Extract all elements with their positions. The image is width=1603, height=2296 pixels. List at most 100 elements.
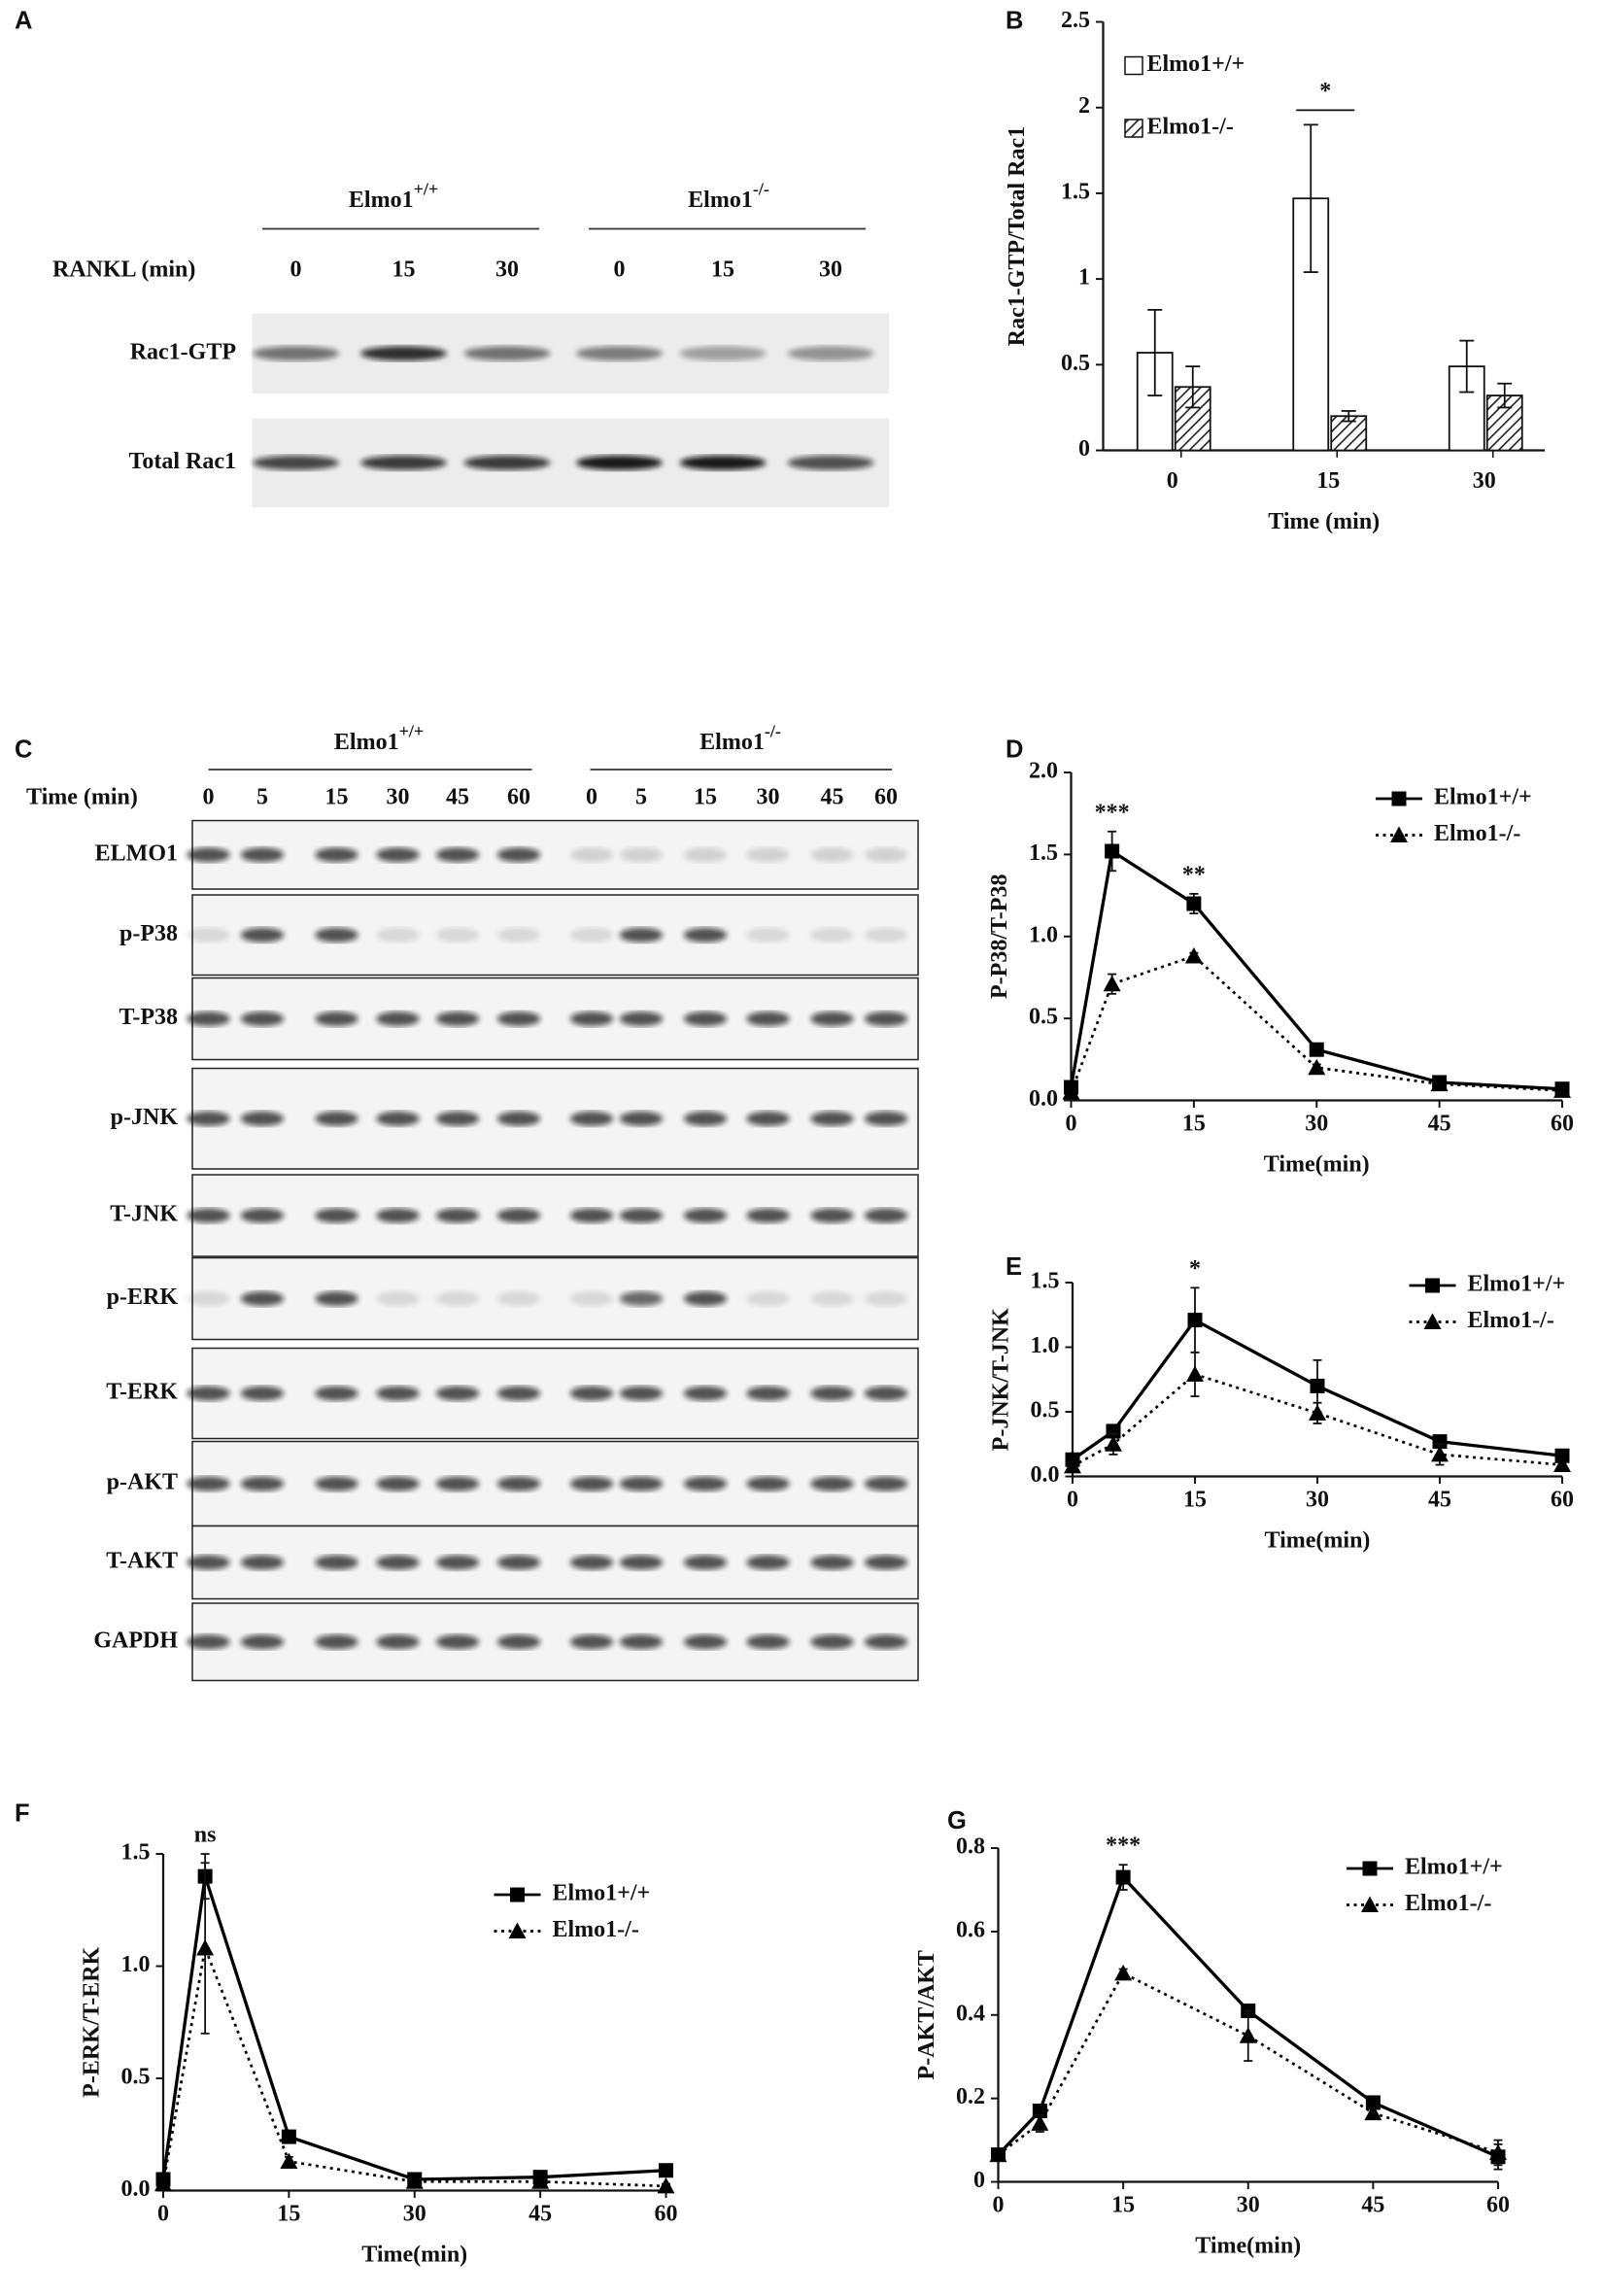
error-bar [1185,365,1201,409]
lane-label: 0 [203,785,215,810]
band [864,1011,908,1027]
row-label: p-JNK [111,1105,179,1130]
blot-box [191,977,919,1061]
marker-triangle [1553,1456,1571,1473]
x-axis-label: Time(min) [361,2243,467,2268]
y-tick-label: 1.0 [121,1952,151,1977]
marker-square [1365,2095,1381,2110]
x-tick-label: 45 [1428,1112,1451,1137]
marker-square [659,2163,673,2178]
marker-triangle [1364,2104,1382,2121]
band [187,1208,230,1223]
legend-swatch [1124,119,1143,138]
series-line [1070,954,1563,1093]
band [240,1011,285,1027]
band [463,346,551,361]
band [810,1555,854,1570]
legend-marker [1390,826,1408,843]
x-tick-label: 15 [1182,1112,1206,1137]
lane-label: 5 [635,785,647,810]
annotation: * [1319,79,1331,104]
marker-triangle [1114,1964,1133,1981]
marker-triangle [1553,1081,1571,1098]
y-tick-label: 2 [1078,93,1090,119]
band [619,1011,664,1027]
band [576,346,663,361]
annotation: *** [1106,1833,1141,1859]
x-tick-label: 60 [1551,1112,1574,1137]
legend-marker [1362,1861,1378,1876]
lane-label: 15 [325,785,349,810]
marker-square [1554,1448,1570,1463]
y-axis-label: Rac1-GTP/Total Rac1 [1005,126,1030,346]
band [187,847,230,863]
band [435,1011,480,1027]
lane-label: 30 [495,257,519,283]
lane-label: 45 [821,785,844,810]
y-tick-label: 1.5 [1031,1269,1060,1294]
row-label: ELMO1 [95,840,178,866]
legend-label: Elmo1+/+ [1468,1272,1566,1297]
marker-triangle [196,1939,215,1956]
y-tick-label: 1.0 [1031,1333,1060,1358]
blot-box [252,418,889,508]
band [187,1111,230,1126]
blot-box [191,1602,919,1682]
lane-label: 0 [586,785,597,810]
y-tick-label: 1 [1078,265,1090,291]
marker-square [1187,1313,1203,1328]
x-tick-label: 60 [1486,2193,1510,2218]
legend-swatch [1124,55,1143,76]
marker-triangle [1430,1075,1449,1092]
band [746,927,790,942]
band [576,455,663,470]
legend-label: Elmo1+/+ [553,1881,651,1906]
band [864,1291,908,1307]
band [240,1291,285,1307]
lane-label: 15 [694,785,717,810]
marker-triangle [1184,947,1203,964]
band [864,1634,908,1650]
legend-marker [508,1922,527,1939]
band [683,1011,728,1027]
lane-label: 60 [507,785,530,810]
y-tick-label: 0 [1078,436,1090,462]
band [187,1011,230,1027]
group-header: Elmo1-/- [699,722,781,755]
band [240,1386,285,1401]
panel-label: G [947,1807,967,1834]
row-label: p-AKT [107,1470,178,1495]
panel-label: B [1006,7,1023,34]
band [787,455,874,470]
band [240,1476,285,1491]
y-axis-label: P-ERK/T-ERK [80,1946,105,2097]
marker-triangle [1103,975,1121,992]
band [619,1208,664,1223]
error-bar [1459,339,1475,394]
band [864,1111,908,1126]
band [569,1476,614,1491]
band [864,847,908,863]
marker-square [1309,1042,1324,1057]
band [864,1476,908,1491]
band [376,1386,420,1401]
band [683,1111,728,1126]
annotation: * [1189,1256,1201,1282]
band [683,1208,728,1223]
x-tick-label: 0 [1067,1488,1078,1513]
band [315,1291,358,1307]
time-label: RANKL (min) [52,257,195,283]
band [496,1555,541,1570]
y-tick-label: 0.8 [956,1834,985,1860]
x-tick-label: 0 [1167,468,1178,494]
group-genotype: +/+ [399,722,425,741]
group-name: Elmo1 [699,730,765,755]
lane-label: 5 [256,785,268,810]
band [187,1386,230,1401]
band [810,927,854,942]
marker-square [281,2129,296,2144]
band [496,1111,541,1126]
y-tick-label: 0 [973,2168,985,2193]
error-bar [1497,382,1513,409]
